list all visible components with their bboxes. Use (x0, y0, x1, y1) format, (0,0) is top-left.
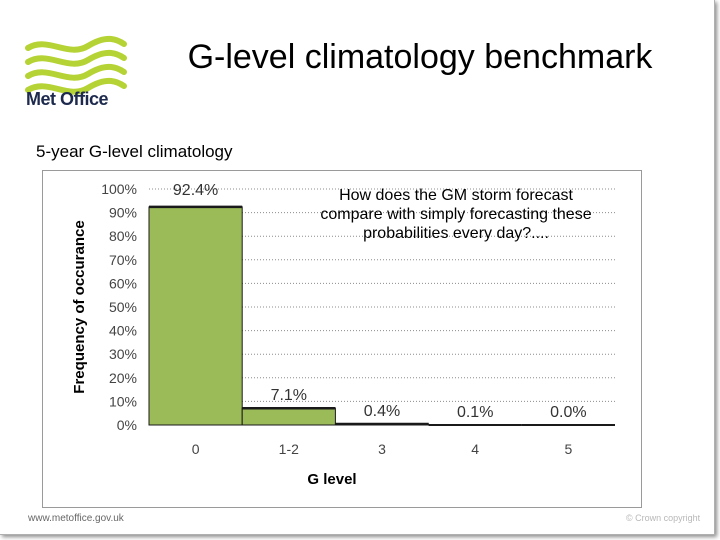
x-tick-label: 0 (192, 441, 200, 457)
y-tick-label: 50% (109, 299, 137, 315)
bar (148, 206, 243, 426)
bar-chart: 0% 10% 20% 30% 40% 50% 60% 70% 80% 90% 100% 0 1-2 3 4… (71, 181, 615, 488)
y-tick-label: 40% (109, 323, 137, 339)
x-axis-title: G level (307, 471, 356, 488)
y-tick-label: 30% (109, 346, 137, 362)
footer-url: www.metoffice.gov.uk (28, 513, 124, 524)
slide-title: G-level climatology benchmark (187, 38, 653, 76)
y-tick-label: 100% (101, 181, 137, 197)
data-label: 0.1% (457, 404, 493, 421)
chart-frame: 0% 10% 20% 30% 40% 50% 60% 70% 80% 90% 100% 0 1-2 3 4… (42, 170, 642, 508)
x-tick-label: 1-2 (279, 441, 299, 457)
y-tick-labels: 0% 10% 20% 30% 40% 50% 60% 70% 80% 90% 100% (101, 181, 137, 433)
x-tick-label: 5 (565, 441, 573, 457)
x-tick-labels: 0 1-2 3 4 5 (192, 441, 573, 457)
x-tick-label: 3 (378, 441, 386, 457)
y-tick-label: 90% (109, 205, 137, 221)
y-tick-label: 0% (117, 417, 137, 433)
y-axis-title: Frequency of occurance (71, 220, 88, 393)
data-label: 92.4% (173, 182, 218, 199)
y-tick-label: 60% (109, 275, 137, 291)
slide-subtitle: 5-year G-level climatology (36, 142, 233, 161)
y-tick-label: 80% (109, 228, 137, 244)
bars (148, 205, 615, 426)
footer-copyright: © Crown copyright (626, 513, 701, 523)
bar (241, 407, 336, 426)
x-tick-label: 4 (471, 441, 479, 457)
logo-text: Met Office (26, 89, 109, 109)
data-label: 0.4% (364, 403, 400, 420)
data-labels: 92.4% 7.1% 0.4% 0.1% 0.0% (173, 182, 587, 421)
annotation-text: How does the GM storm forecast compare w… (320, 187, 592, 242)
data-label: 0.0% (550, 404, 586, 421)
y-tick-label: 20% (109, 370, 137, 386)
y-tick-label: 70% (109, 252, 137, 268)
met-office-logo (25, 36, 127, 95)
data-label: 7.1% (271, 387, 307, 404)
y-tick-label: 10% (109, 393, 137, 409)
